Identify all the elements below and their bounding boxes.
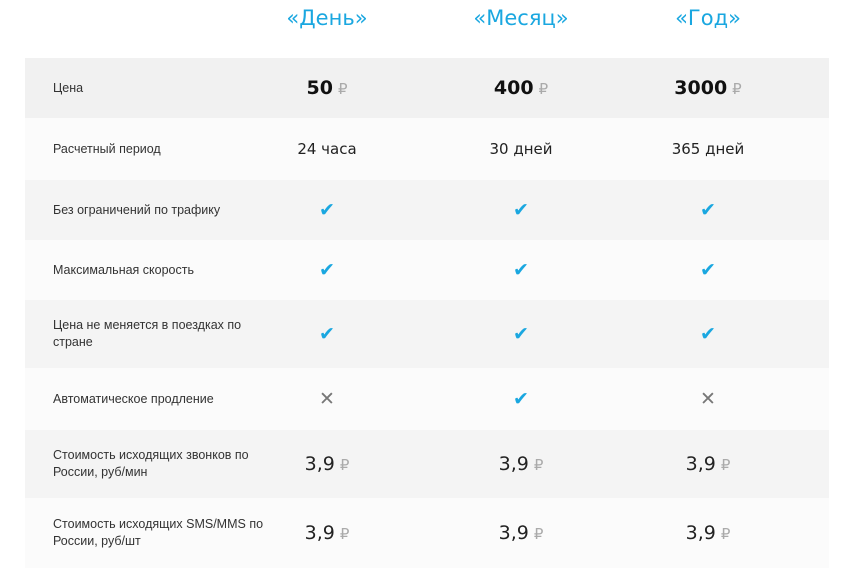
value-text: 3,9 [498, 453, 529, 475]
check-icon: ✔ [513, 199, 529, 221]
ruble-sign: ₽ [533, 456, 544, 474]
row-label: Цена не меняется в поездках по стране [53, 318, 242, 349]
row-label: Цена [53, 80, 84, 95]
table-row: Стоимость исходящих SMS/MMS по России, р… [25, 498, 829, 568]
cell-value: 50 ₽ [237, 77, 417, 99]
plan-header-year: «Год» [675, 6, 741, 30]
check-icon: ✔ [513, 259, 529, 281]
ruble-sign: ₽ [538, 80, 549, 98]
table-row: Максимальная скорость ✔ ✔ ✔ [25, 240, 829, 300]
value-text: 3,9 [304, 522, 335, 544]
value-text: 400 [493, 77, 534, 99]
check-icon: ✔ [319, 323, 335, 345]
check-icon: ✔ [700, 199, 716, 221]
cell-value: 24 часа [237, 140, 417, 158]
value-text: 30 дней [489, 140, 553, 158]
ruble-sign: ₽ [533, 525, 544, 543]
cell-value: 3,9 ₽ [431, 522, 611, 544]
table-row: Расчетный период 24 часа 30 дней 365 дней [25, 118, 829, 180]
table-row: Без ограничений по трафику ✔ ✔ ✔ [25, 180, 829, 240]
cell-value: 3,9 ₽ [237, 522, 417, 544]
cell-value: 30 дней [431, 140, 611, 158]
table-row: Цена не меняется в поездках по стране ✔ ✔ ✔ [25, 300, 829, 368]
check-icon: ✔ [513, 388, 529, 410]
cross-icon: ✕ [700, 388, 716, 410]
cross-icon: ✕ [319, 388, 335, 410]
row-label: Расчетный период [53, 141, 161, 156]
cell-value: 400 ₽ [431, 77, 611, 99]
value-text: 3,9 [498, 522, 529, 544]
value-text: 50 [306, 77, 333, 99]
plan-comparison-table: Цена 50 ₽400 ₽3000 ₽ Расчетный период 24 часа 3… [25, 58, 829, 568]
check-icon: ✔ [700, 259, 716, 281]
table-row: Автоматическое продление ✕ ✔ ✕ [25, 368, 829, 430]
ruble-sign: ₽ [720, 525, 731, 543]
check-icon: ✔ [319, 199, 335, 221]
row-label: Автоматическое продление [53, 391, 214, 406]
cell-value: 3,9 ₽ [618, 453, 798, 475]
value-text: 24 часа [297, 140, 357, 158]
ruble-sign: ₽ [339, 456, 350, 474]
table-row: Стоимость исходящих звонков по России, р… [25, 430, 829, 498]
cell-value: 3,9 ₽ [431, 453, 611, 475]
ruble-sign: ₽ [339, 525, 350, 543]
cell-value: 3,9 ₽ [237, 453, 417, 475]
ruble-sign: ₽ [337, 80, 348, 98]
ruble-sign: ₽ [732, 80, 742, 98]
cell-value: 3,9 ₽ [618, 522, 798, 544]
check-icon: ✔ [513, 323, 529, 345]
check-icon: ✔ [319, 259, 335, 281]
value-text: 3,9 [304, 453, 335, 475]
cell-value: 3000 ₽ [618, 77, 798, 99]
row-label: Максимальная скорость [53, 262, 194, 277]
row-label: Стоимость исходящих звонков по России, р… [53, 448, 249, 479]
row-label: Стоимость исходящих SMS/MMS по России, р… [53, 517, 264, 548]
value-text: 3000 [674, 77, 728, 99]
check-icon: ✔ [700, 323, 716, 345]
value-text: 3,9 [685, 522, 716, 544]
row-label: Без ограничений по трафику [53, 202, 221, 217]
value-text: 365 дней [671, 140, 745, 158]
plan-header-month: «Месяц» [473, 6, 569, 30]
ruble-sign: ₽ [720, 456, 731, 474]
value-text: 3,9 [685, 453, 716, 475]
table-row: Цена 50 ₽400 ₽3000 ₽ [25, 58, 829, 118]
cell-value: 365 дней [618, 140, 798, 158]
plan-header-day: «День» [286, 6, 368, 30]
